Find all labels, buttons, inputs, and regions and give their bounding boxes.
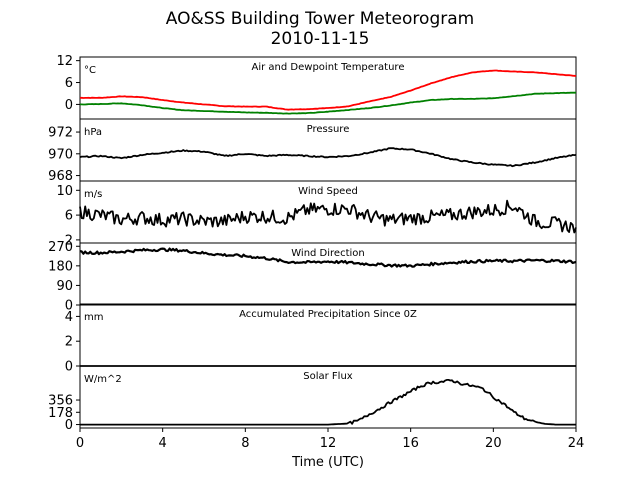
y-tick-label: 0 xyxy=(65,418,73,433)
series-line-0 xyxy=(79,69,577,111)
x-tick-label: 20 xyxy=(485,436,502,451)
x-tick-label: 8 xyxy=(241,436,249,451)
panel-frame xyxy=(79,242,577,306)
y-tick-label: 12 xyxy=(56,54,73,69)
y-tick-label: 4 xyxy=(65,310,73,325)
figure-title-line1: AO&SS Building Tower Meteorogram xyxy=(166,9,474,29)
panel-title: Wind Speed xyxy=(298,186,358,197)
series-line-0 xyxy=(79,247,577,268)
series-line-0 xyxy=(79,199,577,234)
panel-4: Accumulated Precipitation Since 0Z mm 0 2 4 xyxy=(65,303,577,375)
y-tick-label: 178 xyxy=(48,406,73,421)
panel-3: Wind Direction 0 90 180 270 xyxy=(48,240,577,314)
y-tick-label: 90 xyxy=(56,279,73,294)
panel-title: Wind Direction xyxy=(291,248,365,259)
y-tick-label: 6 xyxy=(65,76,73,91)
panel-unit: W/m^2 xyxy=(84,374,122,385)
y-tick-label: 970 xyxy=(48,147,73,162)
panel-title: Accumulated Precipitation Since 0Z xyxy=(239,309,417,320)
y-tick-label: 270 xyxy=(48,240,73,255)
panel-2: Wind Speed m/s 2 6 10 xyxy=(56,180,577,248)
x-axis-label: Time (UTC) xyxy=(291,455,364,470)
y-tick-label: 356 xyxy=(48,394,73,409)
series-line-1 xyxy=(80,91,576,115)
y-tick-label: 0 xyxy=(65,299,73,314)
x-tick-label: 4 xyxy=(159,436,167,451)
panel-unit: m/s xyxy=(84,189,102,200)
y-tick-label: 2 xyxy=(65,233,73,248)
y-tick-label: 2 xyxy=(65,335,73,350)
panel-unit: °C xyxy=(84,65,96,76)
panel-0: Air and Dewpoint Temperature °C 0 6 12 xyxy=(56,54,577,120)
panel-1: Pressure hPa 968 970 972 xyxy=(48,118,577,184)
y-tick-label: 0 xyxy=(65,98,73,113)
series-line-0 xyxy=(80,379,576,426)
panel-unit: hPa xyxy=(84,127,102,138)
y-tick-label: 10 xyxy=(56,184,73,199)
panel-title: Pressure xyxy=(307,124,350,135)
x-tick-label: 16 xyxy=(402,436,419,451)
y-tick-label: 968 xyxy=(48,169,73,184)
panels-group: Air and Dewpoint Temperature °C 0 6 12 Pressu… xyxy=(48,54,584,451)
panel-unit: mm xyxy=(84,312,103,323)
y-tick-label: 6 xyxy=(65,209,73,224)
y-tick-label: 972 xyxy=(48,126,73,141)
series-line-0 xyxy=(79,147,577,168)
y-tick-label: 180 xyxy=(48,259,73,274)
panel-title: Solar Flux xyxy=(303,371,353,382)
panel-title: Air and Dewpoint Temperature xyxy=(252,62,405,73)
x-tick-label: 24 xyxy=(568,436,585,451)
x-tick-label: 12 xyxy=(320,436,337,451)
y-tick-label: 0 xyxy=(65,360,73,375)
x-tick-label: 0 xyxy=(76,436,84,451)
figure-title-line2: 2010-11-15 xyxy=(271,29,370,49)
